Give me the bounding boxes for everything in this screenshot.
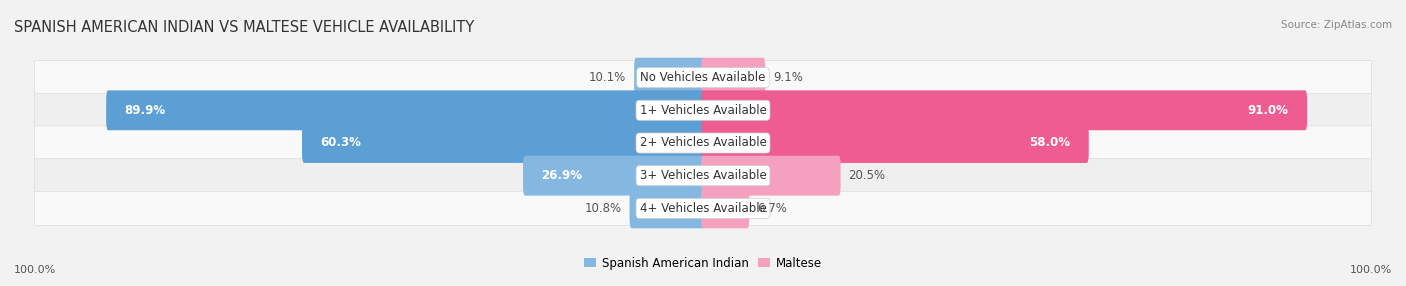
FancyBboxPatch shape	[702, 90, 1308, 130]
Text: 6.7%: 6.7%	[758, 202, 787, 215]
Text: 10.8%: 10.8%	[585, 202, 621, 215]
Text: 10.1%: 10.1%	[589, 71, 626, 84]
FancyBboxPatch shape	[630, 188, 704, 228]
FancyBboxPatch shape	[702, 58, 765, 98]
Text: 4+ Vehicles Available: 4+ Vehicles Available	[640, 202, 766, 215]
Text: 100.0%: 100.0%	[14, 265, 56, 275]
Text: 91.0%: 91.0%	[1247, 104, 1288, 117]
FancyBboxPatch shape	[35, 93, 1371, 127]
Text: 26.9%: 26.9%	[541, 169, 582, 182]
Text: 1+ Vehicles Available: 1+ Vehicles Available	[640, 104, 766, 117]
Text: Source: ZipAtlas.com: Source: ZipAtlas.com	[1281, 20, 1392, 30]
FancyBboxPatch shape	[302, 123, 704, 163]
FancyBboxPatch shape	[702, 156, 841, 196]
FancyBboxPatch shape	[523, 156, 704, 196]
FancyBboxPatch shape	[702, 123, 1088, 163]
FancyBboxPatch shape	[35, 191, 1371, 225]
FancyBboxPatch shape	[35, 159, 1371, 193]
Text: 20.5%: 20.5%	[849, 169, 886, 182]
Text: 89.9%: 89.9%	[125, 104, 166, 117]
Text: SPANISH AMERICAN INDIAN VS MALTESE VEHICLE AVAILABILITY: SPANISH AMERICAN INDIAN VS MALTESE VEHIC…	[14, 20, 474, 35]
Text: 58.0%: 58.0%	[1029, 136, 1070, 150]
Text: No Vehicles Available: No Vehicles Available	[640, 71, 766, 84]
FancyBboxPatch shape	[35, 61, 1371, 95]
FancyBboxPatch shape	[35, 126, 1371, 160]
FancyBboxPatch shape	[107, 90, 704, 130]
Legend: Spanish American Indian, Maltese: Spanish American Indian, Maltese	[579, 252, 827, 274]
Text: 2+ Vehicles Available: 2+ Vehicles Available	[640, 136, 766, 150]
Text: 3+ Vehicles Available: 3+ Vehicles Available	[640, 169, 766, 182]
Text: 60.3%: 60.3%	[321, 136, 361, 150]
Text: 100.0%: 100.0%	[1350, 265, 1392, 275]
Text: 9.1%: 9.1%	[773, 71, 803, 84]
FancyBboxPatch shape	[702, 188, 749, 228]
FancyBboxPatch shape	[634, 58, 704, 98]
